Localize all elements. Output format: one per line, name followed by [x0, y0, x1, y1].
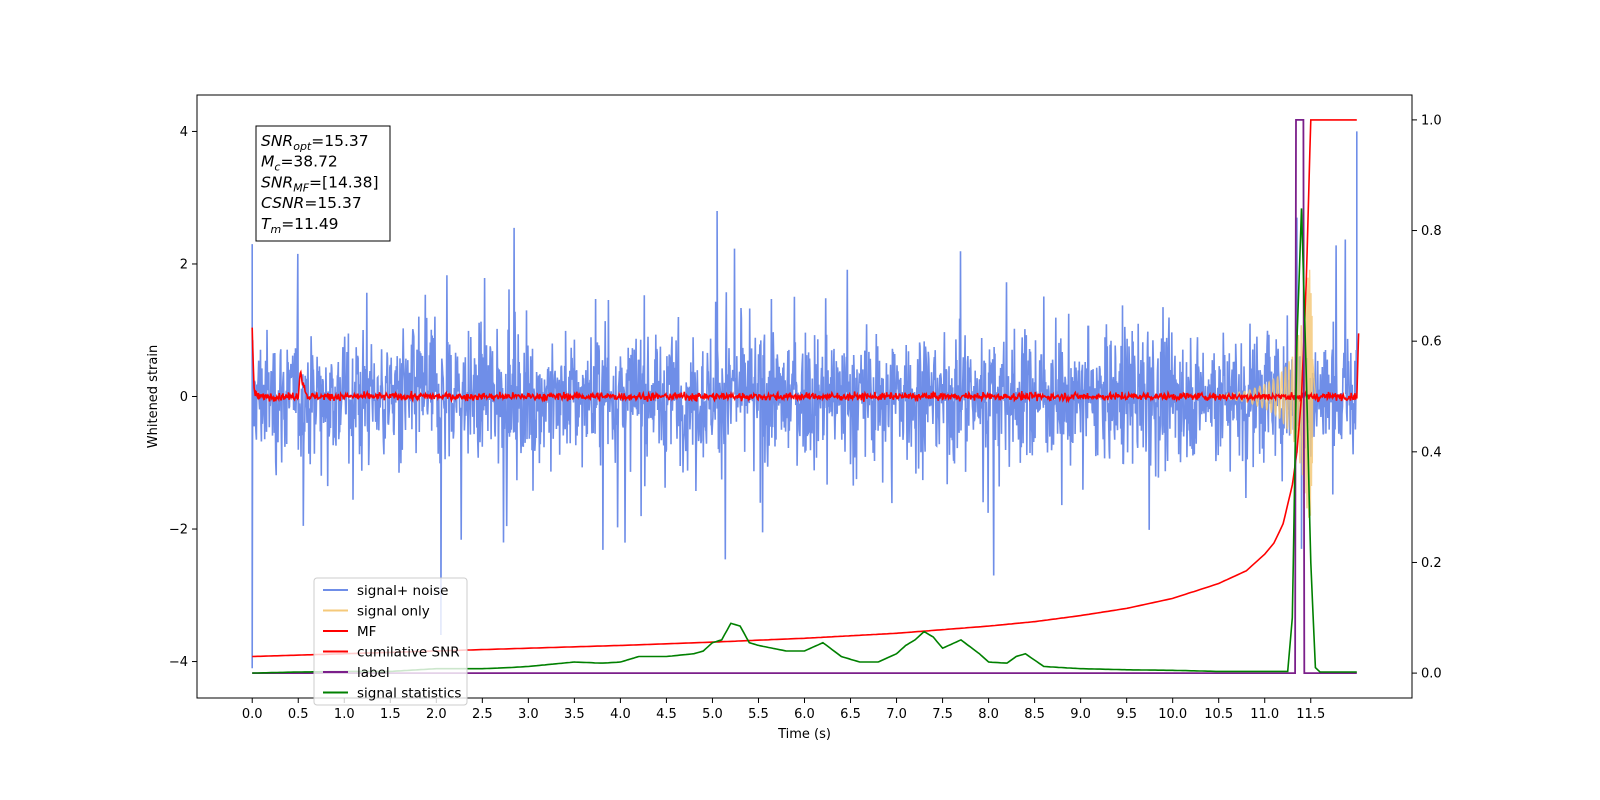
x-tick-label: 10.5: [1204, 707, 1233, 722]
annotation-frame: [255, 125, 391, 242]
x-tick-label: 8.5: [1024, 707, 1045, 722]
x-tick-label: 9.5: [1116, 707, 1137, 722]
x-tick-label: 7.0: [886, 707, 907, 722]
annotation-value: =38.72: [280, 153, 337, 171]
annotation-value: =[14.38]: [309, 173, 378, 191]
x-tick-label: 3.5: [564, 707, 585, 722]
x-tick-label: 4.5: [656, 707, 677, 722]
annotation-box: SNRopt=15.37Mc=38.72SNRMF=[14.38]CSNR=15…: [255, 125, 391, 242]
annotation-line: Mc=38.72: [261, 153, 338, 174]
legend-label: signal statistics: [357, 686, 461, 702]
x-tick-label: 0.0: [242, 707, 263, 722]
annotation-subscript: opt: [293, 140, 312, 153]
y-tick-label: 0: [180, 390, 188, 405]
series-signal-noise-line: [251, 131, 1358, 669]
annotation-line: Tm=11.49: [261, 215, 339, 236]
x-tick-label: 5.0: [702, 707, 723, 722]
legend-label: cumilative SNR: [357, 645, 460, 661]
annotation-line: CSNR=15.37: [261, 194, 362, 212]
annotation-line: SNRopt=15.37: [261, 132, 369, 153]
y2-tick-label: 0.8: [1421, 224, 1442, 239]
annotation-symbol: SNR: [261, 132, 293, 150]
x-tick-label: 8.0: [978, 707, 999, 722]
annotation-subscript: MF: [293, 181, 309, 194]
annotation-symbol: T: [261, 215, 272, 233]
x-tick-label: 2.0: [426, 707, 447, 722]
y2-tick-label: 1.0: [1421, 113, 1442, 128]
y2-tick-label: 0.6: [1421, 335, 1442, 350]
x-tick-label: 11.0: [1250, 707, 1279, 722]
y-tick-label: 2: [180, 257, 188, 272]
y2-tick-label: 0.2: [1421, 556, 1442, 571]
legend-label: label: [357, 665, 390, 681]
x-tick-label: 6.0: [794, 707, 815, 722]
annotation-value: =15.37: [304, 194, 361, 212]
y-axis-label: Whitened strain: [146, 345, 161, 448]
y2-tick-label: 0.4: [1421, 445, 1442, 460]
x-tick-label: 6.5: [840, 707, 861, 722]
annotation-subscript: c: [274, 161, 280, 174]
x-axis-label: Time (s): [777, 727, 831, 742]
annotation-value: =11.49: [281, 215, 338, 233]
x-tick-label: 0.5: [288, 707, 309, 722]
annotation-value: =15.37: [311, 132, 368, 150]
y-tick-label: −2: [169, 523, 188, 538]
ticks-layer: 0.0 0.5 1.0 1.5 2.0 2.5 3.0 3.5 4.0 4.5 5.0 5.5 6.0 6…: [169, 113, 1442, 722]
x-tick-label: 1.5: [380, 707, 401, 722]
x-tick-label: 4.0: [610, 707, 631, 722]
annotation-symbol: SNR: [261, 173, 293, 191]
y-tick-label: 4: [180, 125, 188, 140]
series-mf-line: [251, 327, 1360, 404]
x-tick-label: 1.0: [334, 707, 355, 722]
x-tick-label: 3.0: [518, 707, 539, 722]
legend-label: signal+ noise: [357, 583, 448, 599]
legend-frame: [313, 577, 468, 706]
annotation-symbol: CSNR: [261, 194, 304, 212]
legend-label: signal only: [357, 604, 430, 620]
y2-tick-label: 0.0: [1421, 667, 1442, 682]
y-tick-label: −4: [169, 655, 188, 670]
x-tick-label: 10.0: [1158, 707, 1187, 722]
x-tick-label: 9.0: [1070, 707, 1091, 722]
annotation-subscript: m: [270, 223, 281, 236]
x-tick-label: 7.5: [932, 707, 953, 722]
legend: signal+ noise signal only MF cumilative SNR…: [313, 577, 468, 706]
annotation-symbol: M: [261, 153, 274, 171]
annotation-line: SNRMF=[14.38]: [261, 173, 379, 194]
legend-label: MF: [357, 624, 376, 640]
x-tick-label: 5.5: [748, 707, 769, 722]
x-tick-label: 11.5: [1296, 707, 1325, 722]
x-tick-label: 2.5: [472, 707, 493, 722]
